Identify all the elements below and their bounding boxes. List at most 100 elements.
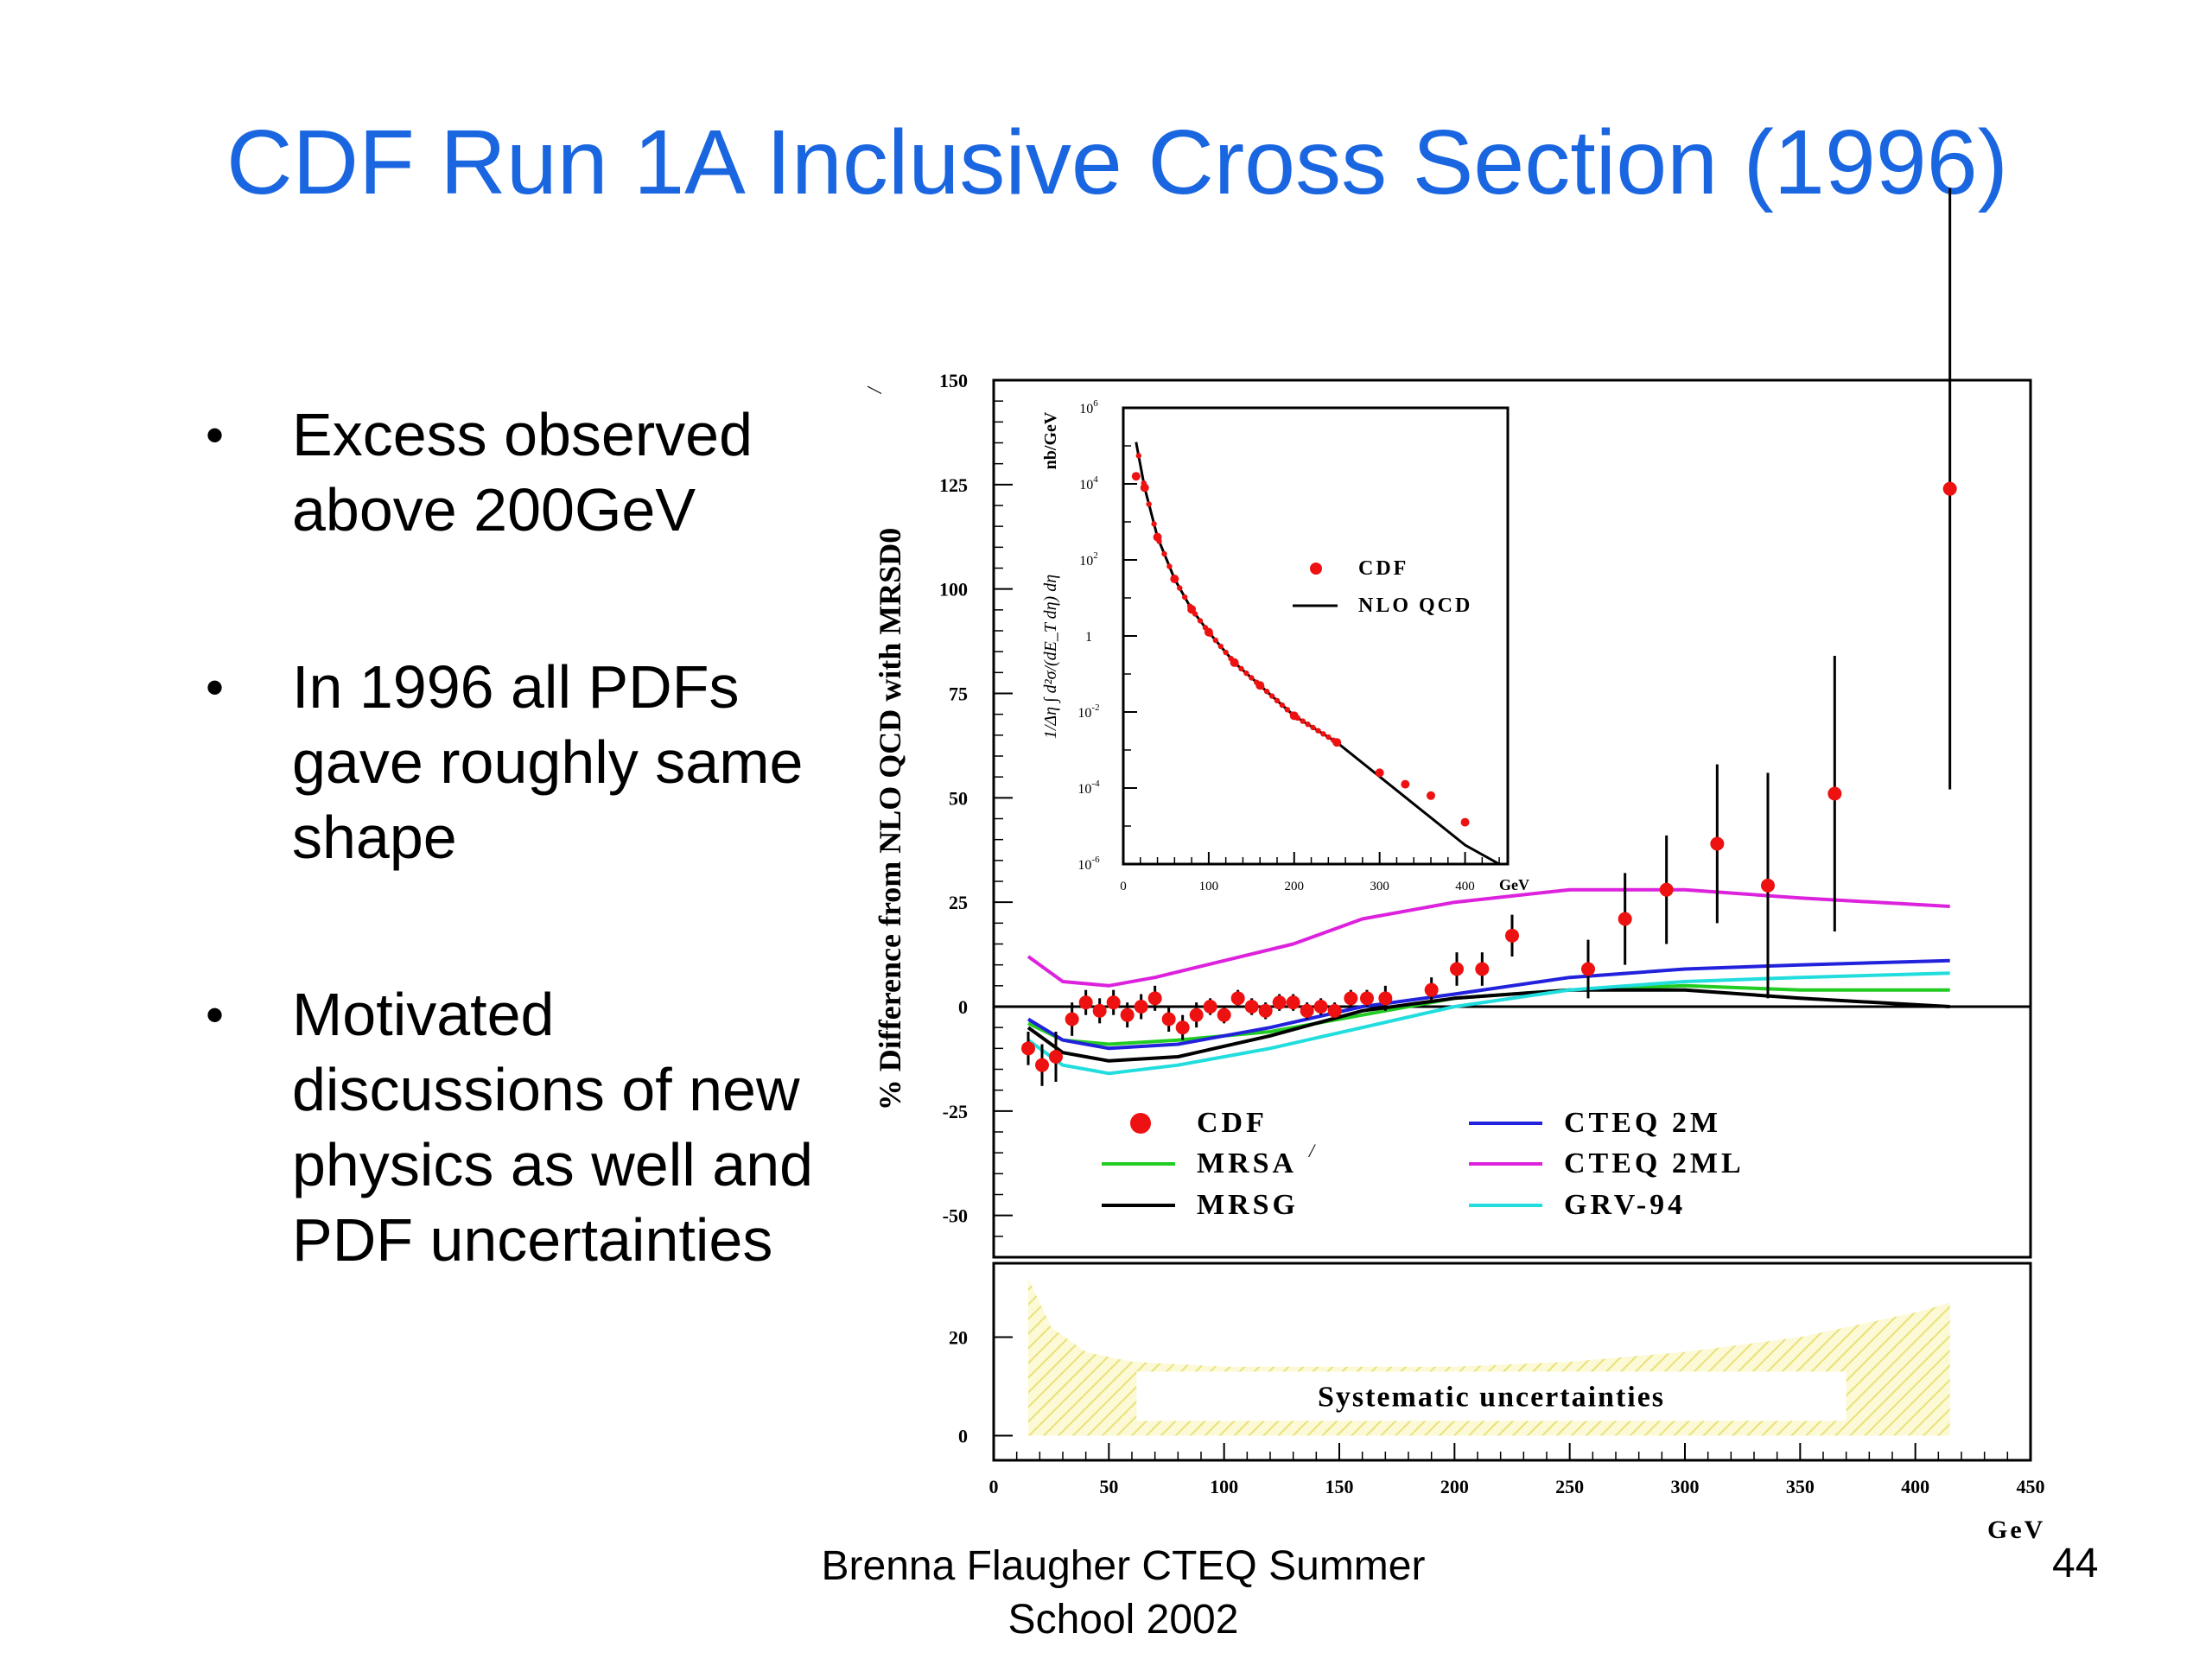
data-point [1244, 1000, 1259, 1014]
inset-x-tick-label: 300 [1370, 880, 1389, 893]
data-point [1021, 1041, 1035, 1056]
bullet-item: • Excess observed above 200GeV [206, 397, 828, 548]
data-point [1092, 1003, 1107, 1018]
inset-data-point [1305, 721, 1311, 728]
data-point [1942, 481, 1957, 496]
data-point [1286, 995, 1300, 1010]
series-line [1027, 958, 1950, 1051]
inset-data-point [1230, 658, 1239, 667]
inset-data-point [1263, 689, 1270, 695]
data-point [1827, 786, 1842, 801]
inset-data-point [1300, 718, 1306, 724]
y-tick-label: 125 [939, 474, 968, 496]
y-tick-label: 50 [949, 787, 968, 809]
data-point [1078, 995, 1093, 1010]
x-tick-label: 350 [1786, 1476, 1815, 1497]
series-line [1027, 983, 1950, 1046]
inset-legend-dot [1310, 563, 1322, 575]
legend-dot [1130, 1113, 1151, 1134]
inset-data-point [1274, 697, 1281, 703]
bullet-text: Motivated discussions of new physics as … [292, 981, 814, 1274]
inset-data-point [1315, 728, 1321, 734]
inset-data-point [1289, 711, 1299, 721]
data-point [1313, 1000, 1328, 1014]
inset-data-point [1140, 483, 1149, 493]
data-point [1049, 1050, 1063, 1064]
y-tick-label: 0 [958, 1426, 968, 1447]
inset-x-tick-label: 100 [1199, 880, 1219, 893]
inset-data-point [1310, 724, 1316, 731]
x-tick-label: 50 [1099, 1476, 1118, 1497]
legend-superscript: / [1307, 1140, 1316, 1161]
bullet-text: Excess observed above 200GeV [292, 401, 753, 543]
inset-data-point [1151, 521, 1157, 527]
inset-data-point [1332, 738, 1342, 747]
data-point [1761, 878, 1775, 893]
data-point [1106, 995, 1121, 1010]
inset-data-point [1135, 453, 1142, 459]
data-point [1505, 928, 1519, 943]
inset-data-point [1427, 791, 1435, 800]
legend-label: GRV-94 [1564, 1189, 1686, 1221]
bullet-item: • Motivated discussions of new physics a… [206, 977, 828, 1278]
inset-data-point [1243, 670, 1249, 677]
data-point [1134, 1000, 1148, 1014]
data-point [1272, 995, 1287, 1010]
x-tick-label: 150 [1325, 1476, 1354, 1497]
x-tick-label: 0 [989, 1476, 999, 1497]
data-point [1189, 1007, 1204, 1022]
bullet-marker: • [206, 986, 225, 1044]
data-point [1327, 1003, 1342, 1018]
inset-y-tick-label: 102 [1079, 550, 1098, 569]
inset-data-point [1268, 693, 1275, 699]
inset-data-point [1375, 768, 1384, 778]
y-tick-label: 75 [949, 683, 968, 705]
legend-label: MRSA [1197, 1147, 1297, 1179]
data-point [1300, 1003, 1314, 1018]
inset-data-point [1177, 585, 1183, 591]
inset-data-point [1204, 627, 1213, 637]
inset-legend-label: CDF [1358, 557, 1408, 580]
inset-data-point [1460, 817, 1470, 827]
bullet-list: • Excess observed above 200GeV • In 1996… [206, 397, 828, 1380]
data-point [1120, 1007, 1135, 1022]
bullet-marker: • [206, 406, 225, 464]
slide-title: CDF Run 1A Inclusive Cross Section (1996… [226, 111, 2008, 213]
data-point [1258, 1003, 1273, 1018]
bullet-item: • In 1996 all PDFs gave roughly same sha… [206, 650, 828, 875]
data-point [1475, 962, 1490, 976]
inset-frame [1122, 406, 1510, 866]
inset-data-point [1170, 575, 1179, 583]
inset-data-point [1197, 618, 1204, 624]
page-number: 44 [2052, 1541, 2099, 1586]
y-tick-label: 0 [958, 996, 968, 1018]
inset-data-point [1153, 532, 1162, 542]
x-tick-label: 450 [2017, 1476, 2045, 1497]
y-tick-label: -50 [943, 1205, 968, 1227]
data-point [1710, 836, 1725, 851]
data-point [1360, 991, 1374, 1006]
x-tick-label: 250 [1555, 1476, 1584, 1497]
legend-label: CDF [1197, 1107, 1268, 1139]
data-point [1203, 1000, 1217, 1014]
inset-x-tick-label: 0 [1120, 880, 1127, 893]
legend-label: MRSG [1197, 1189, 1299, 1221]
data-point [1065, 1012, 1079, 1027]
series-line [1027, 971, 1950, 1076]
y-tick-label: -25 [943, 1101, 968, 1122]
inset-data-point [1223, 649, 1229, 656]
x-axis-label: GeV [1987, 1516, 2045, 1544]
data-point [1659, 882, 1674, 897]
data-point [1217, 1007, 1231, 1022]
inset-y-tick-label: 106 [1079, 398, 1098, 416]
inset-panel: 10-6 10-4 10-2 1 102 104 106 0 100 200 300 400 GeV 1/… [1041, 398, 1529, 893]
series-line [1027, 988, 1950, 1063]
inset-data-point [1182, 594, 1188, 601]
inset-data-point [1320, 731, 1326, 737]
data-point [1618, 912, 1632, 926]
data-point [1378, 991, 1393, 1006]
data-point [1147, 991, 1162, 1006]
systematics-label: Systematic uncertainties [1318, 1381, 1665, 1413]
x-tick-label: 400 [1901, 1476, 1929, 1497]
